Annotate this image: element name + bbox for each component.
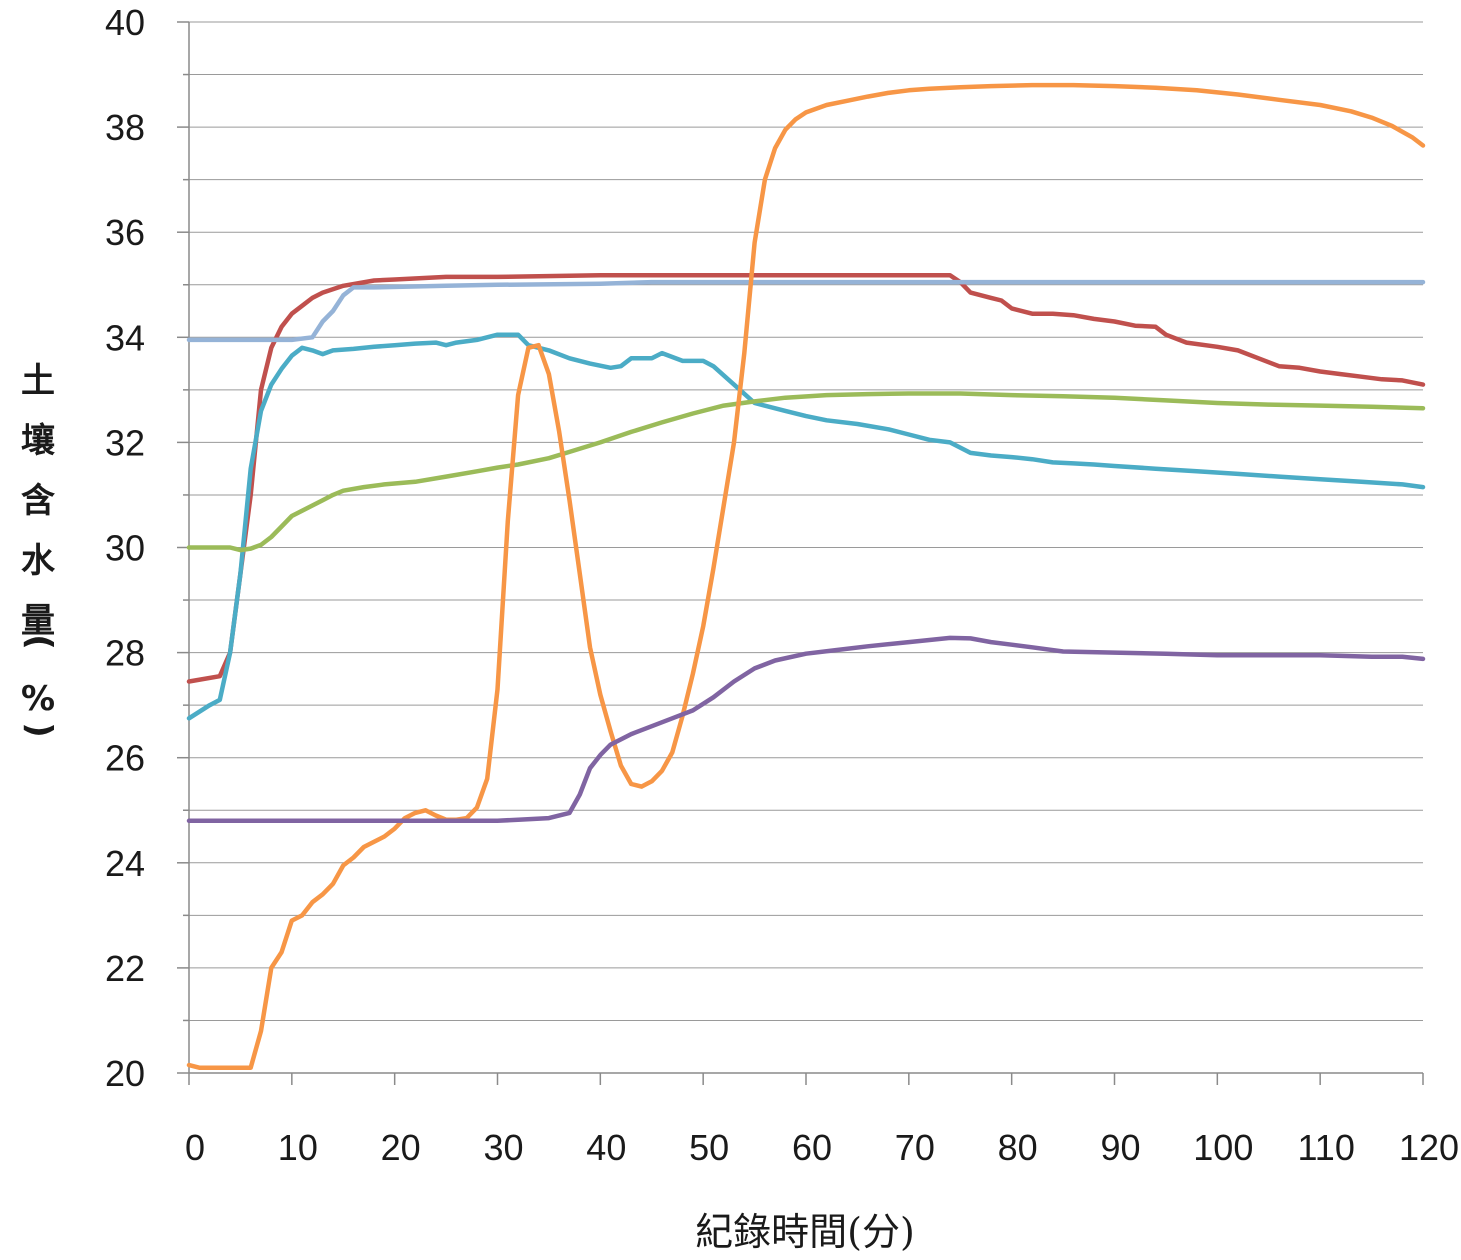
x-tick-label: 0 [185,1127,205,1168]
y-tick-label: 34 [105,317,145,358]
x-axis-title: 紀錄時間(分) [695,1210,915,1254]
y-axis-title-char: 量 [21,601,55,641]
series-lines [186,82,1426,1070]
y-tick-label: 22 [105,948,145,989]
x-tick-label: 60 [792,1127,832,1168]
x-tick-label: 90 [1100,1127,1140,1168]
x-tick-label: 40 [586,1127,626,1168]
y-tick-labels: 20 22 24 26 28 30 32 34 36 38 40 [105,2,145,1094]
series-line-1 [186,273,1426,684]
x-tick-label: 10 [278,1127,318,1168]
y-axis-title-char: 水 [21,541,56,581]
series-line-2 [186,279,1426,343]
y-tick-label: 20 [105,1053,145,1094]
x-tick-label: 30 [483,1127,523,1168]
y-tick-label: 40 [105,2,145,43]
y-axis-title-char: 土 [21,361,55,401]
series-line-4 [186,391,1426,553]
series-line-3 [186,332,1426,721]
y-tick-label: 36 [105,212,145,253]
y-tick-label: 30 [105,528,145,569]
y-axis-title-char: 壤 [21,421,55,461]
y-axis-title-char: ) [19,722,59,738]
axes [177,21,1424,1085]
y-tick-label: 32 [105,422,145,463]
x-tick-label: 20 [381,1127,421,1168]
y-tick-label: 26 [105,738,145,779]
x-tick-label: 110 [1297,1127,1354,1168]
y-tick-label: 28 [105,633,145,674]
y-axis-title-char: % [21,679,55,719]
x-tick-label: 100 [1193,1127,1253,1168]
y-axis-title-char: 含 [21,481,56,521]
series-line-6 [186,635,1426,824]
y-axis-title-char: ( [19,634,59,650]
x-tick-label: 120 [1399,1127,1459,1168]
x-tick-label: 70 [895,1127,935,1168]
y-tick-label: 24 [105,843,145,884]
series-line-5 [186,82,1426,1070]
x-tick-labels: 0 10 20 30 40 50 60 70 80 90 100 110 120 [185,1127,1459,1168]
x-tick-label: 80 [998,1127,1038,1168]
gridlines [189,21,1423,1021]
y-tick-label: 38 [105,107,145,148]
x-tick-label: 50 [689,1127,729,1168]
